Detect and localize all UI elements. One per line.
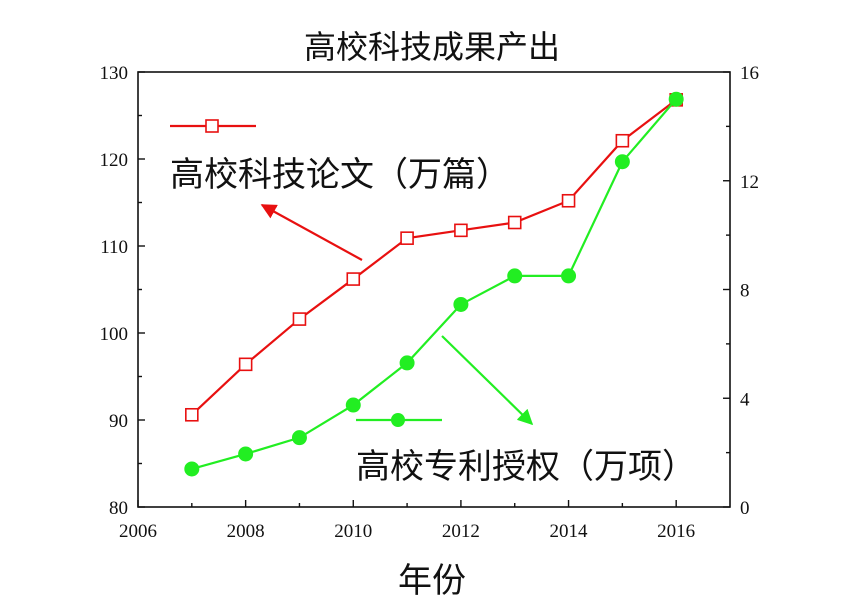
data-point [614,154,630,170]
left-tick-label: 120 [100,150,129,171]
series-label: 高校专利授权（万项） [356,447,696,487]
data-point [345,397,361,413]
data-point [184,461,200,477]
x-axis-label: 年份 [398,561,466,601]
data-point [507,215,522,230]
bottom-tick-label: 2010 [334,521,372,542]
plot-frame [137,71,731,508]
series-2 [184,91,684,477]
right-tick-label: 4 [740,389,750,410]
annotations: 高校科技论文（万篇） 高校专利授权（万项） [170,119,696,487]
bottom-tick-label: 2008 [227,521,265,542]
data-point [454,223,468,238]
chart-title: 高校科技成果产出 [304,28,560,66]
data-point [346,272,361,286]
left-tick-label: 110 [100,237,128,258]
left-tick-label: 90 [109,411,128,432]
data-point [399,355,415,371]
left-axis: 80 90 100 110 120 130 [100,63,145,519]
data-point [561,268,577,284]
left-tick-label: 80 [109,498,128,519]
right-tick-label: 12 [740,172,759,193]
data-point [291,430,307,446]
data-point [668,91,684,107]
data-point [507,268,523,284]
series-line [191,98,678,470]
right-axis: 0 4 8 12 16 [723,63,759,519]
data-point [453,296,469,312]
bottom-tick-label: 2014 [550,521,589,542]
data-point [400,231,414,245]
series-layer [184,91,684,477]
data-point [185,407,199,422]
annotation-arrow [260,204,363,261]
right-tick-label: 0 [740,498,750,519]
bottom-tick-label: 2012 [442,521,480,542]
data-point [292,312,307,326]
right-tick-label: 8 [740,281,750,302]
right-tick-label: 16 [740,63,759,84]
series-1 [185,93,683,422]
data-point [561,193,576,208]
series-label: 高校科技论文（万篇） [170,155,510,195]
data-point [238,446,254,462]
series-line [191,98,677,416]
bottom-axis: 2006 2008 2010 2012 2014 2016 [119,500,695,542]
annotation-arrow [441,335,534,426]
bottom-tick-label: 2006 [119,521,157,542]
data-point [238,357,253,372]
legend-sample-marker [391,413,405,427]
left-tick-label: 130 [100,63,129,84]
bottom-tick-label: 2016 [657,521,695,542]
data-point [615,133,630,148]
left-tick-label: 100 [100,324,129,345]
legend-sample-marker [205,119,219,133]
